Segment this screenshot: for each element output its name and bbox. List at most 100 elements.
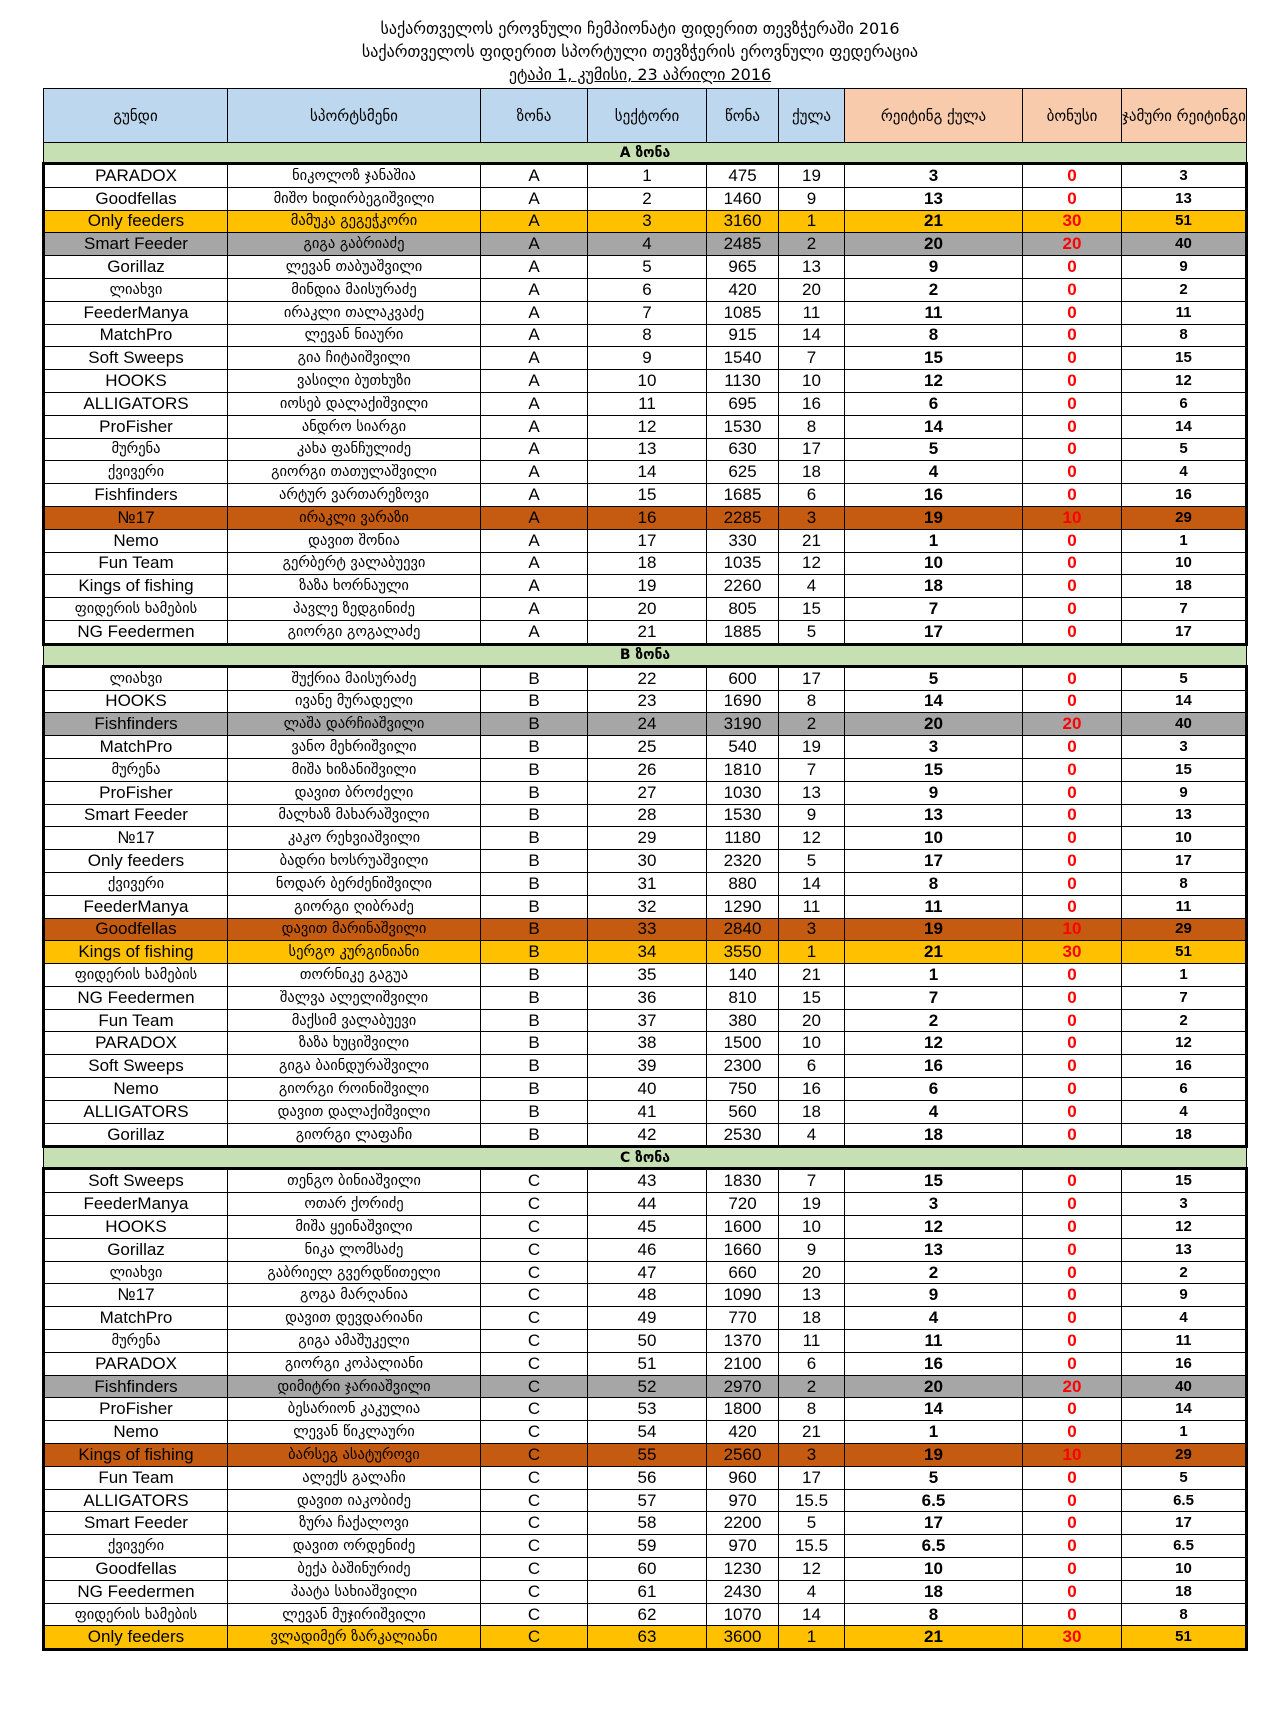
cell-team: №17	[42, 826, 228, 851]
cell-zone: C	[480, 1192, 588, 1217]
cell-team: ლიახვი	[42, 664, 228, 691]
cell-points: 1	[778, 940, 845, 965]
cell-zone: A	[480, 162, 588, 188]
zone-label: B ზონა	[43, 643, 1247, 667]
cell-points: 12	[778, 826, 845, 851]
cell-athlete: გიორგი როინიშვილი	[227, 1077, 481, 1101]
cell-sector: 58	[587, 1511, 707, 1536]
cell-athlete: სერგო კურგინიანი	[227, 940, 481, 965]
cell-points: 6	[778, 1351, 845, 1376]
cell-total-rating: 8	[1121, 1602, 1248, 1627]
cell-points: 4	[778, 1122, 845, 1149]
cell-athlete: მამუკა გეგეჭკორი	[227, 209, 481, 234]
cell-total-rating: 40	[1121, 712, 1248, 737]
cell-sector: 52	[587, 1374, 707, 1399]
cell-weight: 970	[706, 1534, 779, 1559]
cell-sector: 38	[587, 1031, 707, 1056]
cell-athlete: ვასილი ბუთხუზი	[227, 369, 481, 393]
cell-zone: C	[480, 1237, 588, 1262]
cell-rating-points: 12	[844, 1215, 1023, 1239]
cell-rating-points: 10	[844, 551, 1023, 576]
cell-points: 5	[778, 849, 845, 873]
cell-total-rating: 14	[1121, 414, 1248, 439]
cell-rating-points: 13	[844, 1237, 1023, 1262]
cell-bonus: 0	[1022, 551, 1122, 576]
cell-athlete: იოსებ დალაქიშვილი	[227, 391, 481, 416]
cell-athlete: დავით დალაქიშვილი	[227, 1099, 481, 1124]
cell-bonus: 0	[1022, 597, 1122, 621]
cell-athlete: შალვა ალელიშვილი	[227, 985, 481, 1010]
cell-athlete: გია ჩიტაიშვილი	[227, 346, 481, 371]
cell-athlete: გიგა ბაინდურაშვილი	[227, 1054, 481, 1079]
cell-bonus: 0	[1022, 1420, 1122, 1445]
cell-team: ProFisher	[42, 414, 228, 439]
cell-athlete: ბექა ბაშინურიძე	[227, 1557, 481, 1581]
cell-bonus: 10	[1022, 1443, 1122, 1467]
cell-total-rating: 2	[1121, 1008, 1248, 1033]
cell-points: 1	[778, 209, 845, 234]
cell-bonus: 0	[1022, 1167, 1122, 1194]
cell-total-rating: 40	[1121, 232, 1248, 257]
cell-zone: A	[480, 255, 588, 279]
cell-rating-points: 17	[844, 619, 1023, 646]
cell-weight: 475	[706, 162, 779, 188]
cell-athlete: ბესარიონ კაკულია	[227, 1397, 481, 1422]
cell-rating-points: 5	[844, 1465, 1023, 1490]
cell-zone: B	[480, 803, 588, 828]
cell-points: 15.5	[778, 1488, 845, 1513]
cell-athlete: დავით დევდარიანი	[227, 1306, 481, 1331]
table-row: №17 კაკო რეხვიაშვილი B 29 1180 12 10 0 10	[42, 826, 1248, 851]
cell-athlete: მიშა ხიზანიშვილი	[227, 757, 481, 782]
table-row: Gorillaz ლევან თაბუაშვილი A 5 965 13 9 0 9	[42, 255, 1248, 279]
cell-sector: 28	[587, 803, 707, 828]
cell-zone: B	[480, 735, 588, 759]
header-row: გუნდი სპორტსმენი ზონა სექტორი წონა ქულა …	[43, 88, 1247, 143]
header-bonus: ბონუსი	[1022, 88, 1122, 143]
cell-zone: C	[480, 1283, 588, 1308]
cell-bonus: 0	[1022, 369, 1122, 393]
table-row: Goodfellas მიშო ხიდირბეგიშვილი A 2 1460 9 13 0 1…	[42, 186, 1248, 211]
cell-team: მურენა	[42, 1329, 228, 1353]
cell-weight: 2100	[706, 1351, 779, 1376]
cell-team: Gorillaz	[42, 255, 228, 279]
cell-athlete: ნიკოლოზ ჯანაშია	[227, 162, 481, 188]
cell-weight: 1460	[706, 186, 779, 211]
cell-total-rating: 15	[1121, 346, 1248, 371]
cell-bonus: 0	[1022, 483, 1122, 507]
cell-sector: 24	[587, 712, 707, 737]
cell-total-rating: 6.5	[1121, 1488, 1248, 1513]
cell-athlete: კაკო რეხვიაშვილი	[227, 826, 481, 851]
zone-label: C ზონა	[43, 1146, 1247, 1170]
cell-zone: A	[480, 209, 588, 234]
cell-rating-points: 2	[844, 1260, 1023, 1285]
cell-sector: 18	[587, 551, 707, 576]
cell-team: Smart Feeder	[42, 803, 228, 828]
cell-points: 14	[778, 323, 845, 348]
cell-total-rating: 13	[1121, 186, 1248, 211]
cell-zone: A	[480, 437, 588, 462]
cell-points: 12	[778, 551, 845, 576]
cell-weight: 2320	[706, 849, 779, 873]
cell-points: 4	[778, 1579, 845, 1604]
cell-sector: 6	[587, 277, 707, 302]
cell-zone: B	[480, 712, 588, 737]
cell-rating-points: 9	[844, 780, 1023, 805]
cell-total-rating: 12	[1121, 1031, 1248, 1056]
cell-points: 17	[778, 437, 845, 462]
cell-sector: 19	[587, 574, 707, 599]
cell-total-rating: 11	[1121, 1329, 1248, 1353]
cell-athlete: დიმიტრი ჯარიაშვილი	[227, 1374, 481, 1399]
cell-team: Fishfinders	[42, 712, 228, 737]
cell-athlete: ზურა ჩაქალოვი	[227, 1511, 481, 1536]
cell-team: ALLIGATORS	[42, 1099, 228, 1124]
cell-athlete: ალექს გალაჩი	[227, 1465, 481, 1490]
header-zone: ზონა	[480, 88, 588, 143]
cell-weight: 1800	[706, 1397, 779, 1422]
cell-athlete: მალხაზ მახარაშვილი	[227, 803, 481, 828]
cell-athlete: ირაკლი თალაკვაძე	[227, 300, 481, 325]
cell-weight: 1530	[706, 803, 779, 828]
cell-weight: 1085	[706, 300, 779, 325]
cell-sector: 62	[587, 1602, 707, 1627]
table-row: FeederManya გიორგი ღიბრაძე B 32 1290 11 11 0 11	[42, 894, 1248, 919]
cell-total-rating: 5	[1121, 664, 1248, 691]
